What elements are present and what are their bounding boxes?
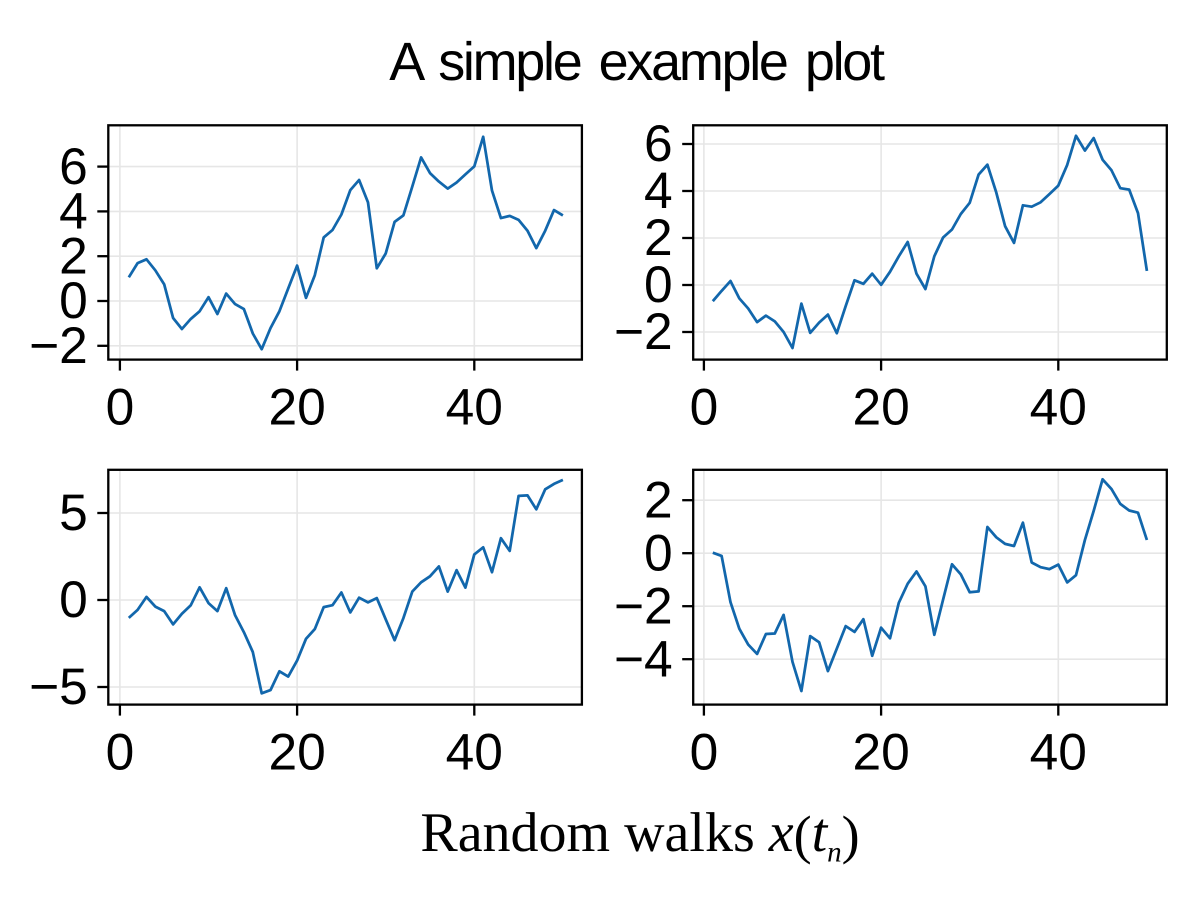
svg-text:6: 6	[59, 137, 88, 195]
svg-text:40: 40	[1030, 722, 1087, 780]
svg-text:4: 4	[59, 182, 88, 240]
svg-text:40: 40	[1030, 377, 1087, 435]
svg-text:0: 0	[644, 523, 673, 581]
svg-text:40: 40	[446, 377, 503, 435]
svg-text:0: 0	[59, 271, 88, 329]
svg-text:6: 6	[644, 114, 673, 172]
svg-text:−2: −2	[614, 576, 673, 634]
svg-text:20: 20	[268, 722, 325, 780]
svg-text:0: 0	[644, 255, 673, 313]
svg-text:0: 0	[59, 570, 88, 628]
svg-text:2: 2	[644, 470, 673, 528]
svg-text:−4: −4	[614, 629, 673, 687]
svg-text:0: 0	[690, 722, 719, 780]
svg-text:20: 20	[852, 377, 909, 435]
svg-text:20: 20	[268, 377, 325, 435]
svg-text:4: 4	[644, 161, 673, 219]
svg-text:−2: −2	[29, 316, 88, 374]
svg-text:Random walks x(tn): Random walks x(tn)	[420, 802, 859, 869]
svg-text:5: 5	[59, 483, 88, 541]
svg-text:2: 2	[644, 208, 673, 266]
svg-text:0: 0	[106, 377, 135, 435]
svg-text:2: 2	[59, 226, 88, 284]
svg-text:0: 0	[106, 722, 135, 780]
svg-text:−2: −2	[614, 302, 673, 360]
svg-text:0: 0	[690, 377, 719, 435]
svg-text:40: 40	[446, 722, 503, 780]
svg-text:20: 20	[852, 722, 909, 780]
svg-text:−5: −5	[29, 657, 88, 715]
svg-text:A simple example plot: A simple example plot	[389, 32, 885, 92]
